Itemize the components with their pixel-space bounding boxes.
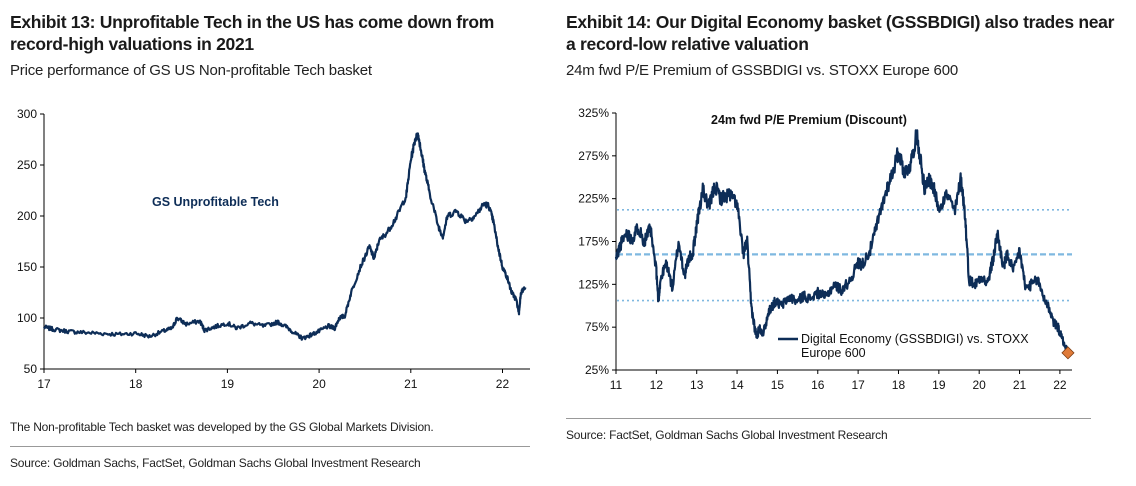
chart-title: 24m fwd P/E Premium (Discount) bbox=[711, 113, 907, 127]
x-tick-label: 19 bbox=[221, 377, 235, 391]
y-tick-label: 250 bbox=[17, 158, 37, 172]
x-tick-label: 20 bbox=[312, 377, 326, 391]
x-tick-label: 21 bbox=[1013, 378, 1027, 392]
x-tick-label: 16 bbox=[811, 378, 825, 392]
exhibit-13-divider bbox=[10, 446, 530, 447]
x-tick-label: 18 bbox=[892, 378, 906, 392]
x-tick-label: 13 bbox=[690, 378, 704, 392]
x-tick-label: 17 bbox=[37, 377, 51, 391]
x-tick-label: 15 bbox=[771, 378, 785, 392]
y-tick-label: 275% bbox=[578, 149, 609, 163]
exhibit-14-subtitle: 24m fwd P/E Premium of GSSBDIGI vs. STOX… bbox=[566, 62, 958, 79]
exhibit-13-title: Exhibit 13: Unprofitable Tech in the US … bbox=[10, 12, 494, 54]
exhibit-14-panel: Exhibit 14: Our Digital Economy basket (… bbox=[566, 0, 1136, 486]
series-line bbox=[43, 132, 527, 341]
exhibit-14-source: Source: FactSet, Goldman Sachs Global In… bbox=[566, 428, 888, 442]
x-tick-label: 11 bbox=[610, 378, 623, 392]
y-tick-label: 75% bbox=[585, 320, 609, 334]
exhibit-13-chart: 50 100 150 200 250 300 17 18 19 20 21 22 GS Unprofit… bbox=[17, 107, 530, 391]
exhibit-13-subtitle: Price performance of GS US Non-profitabl… bbox=[10, 62, 372, 79]
y-tick-label: 175% bbox=[578, 235, 609, 249]
x-tick-label: 22 bbox=[496, 377, 510, 391]
exhibit-14-divider bbox=[566, 418, 1091, 419]
exhibit-13-panel: Exhibit 13: Unprofitable Tech in the US … bbox=[0, 0, 560, 486]
x-tick-label: 22 bbox=[1053, 378, 1067, 392]
x-tick-label: 17 bbox=[851, 378, 865, 392]
y-tick-label: 25% bbox=[585, 363, 609, 377]
y-tick-label: 100 bbox=[17, 311, 37, 325]
exhibit-13-note: The Non-profitable Tech basket was devel… bbox=[10, 420, 434, 434]
y-tick-label: 150 bbox=[17, 260, 37, 274]
series-annotation: GS Unprofitable Tech bbox=[152, 195, 279, 209]
y-tick-label: 200 bbox=[17, 209, 37, 223]
x-tick-label: 12 bbox=[650, 378, 664, 392]
y-tick-label: 325% bbox=[578, 106, 609, 120]
y-tick-label: 50 bbox=[24, 362, 38, 376]
y-tick-label: 125% bbox=[578, 277, 609, 291]
y-tick-label: 300 bbox=[17, 107, 37, 121]
exhibit-14-chart: 25% 75% 125% 175% 225% 275% 325% 11 12 13 14 15 16 17… bbox=[578, 106, 1075, 392]
exhibit-13-source: Source: Goldman Sachs, FactSet, Goldman … bbox=[10, 456, 421, 470]
y-tick-label: 225% bbox=[578, 192, 609, 206]
x-tick-label: 14 bbox=[730, 378, 744, 392]
x-tick-label: 21 bbox=[404, 377, 418, 391]
x-tick-label: 20 bbox=[973, 378, 987, 392]
x-tick-label: 18 bbox=[129, 377, 143, 391]
x-tick-label: 19 bbox=[932, 378, 946, 392]
end-diamond-marker bbox=[1061, 346, 1075, 360]
series-line bbox=[614, 129, 1070, 357]
legend-label: Digital Economy (GSSBDIGI) vs. STOXX Euro… bbox=[801, 332, 1029, 360]
exhibit-14-title: Exhibit 14: Our Digital Economy basket (… bbox=[566, 12, 1115, 54]
